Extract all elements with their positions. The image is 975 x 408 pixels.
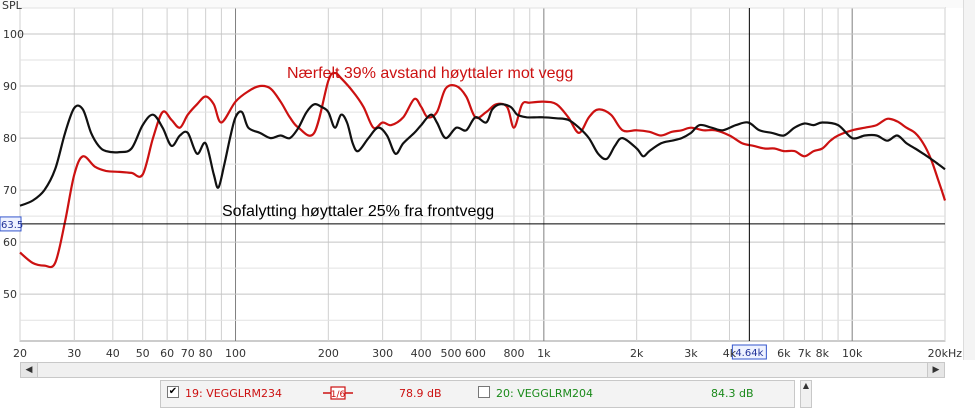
- top-bar: [0, 0, 975, 8]
- y-tick-label: 50: [3, 288, 17, 301]
- y-tick-label: 80: [3, 132, 17, 145]
- x-tick-label: 500: [441, 347, 462, 360]
- cursor-y-readout-box: [0, 216, 22, 232]
- legend-value-19: 78.9 dB: [399, 387, 442, 400]
- x-tick-label: 70: [181, 347, 195, 360]
- legend-label-19: 19: VEGGLRM234: [185, 387, 282, 400]
- y-unit-label: SPL: [2, 0, 23, 12]
- scroll-right-arrow-icon[interactable]: ▶: [927, 363, 944, 377]
- x-tick-label: 4k: [723, 347, 737, 360]
- x-tick-label: 300: [372, 347, 393, 360]
- legend-checkbox-20[interactable]: [478, 386, 490, 398]
- y-tick-label: 70: [3, 184, 17, 197]
- x-tick-label: 10k: [842, 347, 863, 360]
- x-tick-label: 6k: [777, 347, 791, 360]
- cursor-x-readout-box: [731, 344, 767, 360]
- x-tick-label: 40: [106, 347, 120, 360]
- x-tick-label: 200: [318, 347, 339, 360]
- x-tick-label: 3k: [684, 347, 698, 360]
- x-tick-label: 600: [465, 347, 486, 360]
- smoothing-label: 1/6: [331, 390, 346, 400]
- series-line-2: [19, 103, 946, 207]
- cursor-y-readout: 63.5: [1, 220, 23, 231]
- legend-label-20: 20: VEGGLRM204: [496, 387, 593, 400]
- x-tick-label: 100: [225, 347, 246, 360]
- x-tick-label: 30: [67, 347, 81, 360]
- x-tick-label: 400: [411, 347, 432, 360]
- x-tick-label: 1k: [537, 347, 551, 360]
- x-tick-label: 80: [199, 347, 213, 360]
- legend-panel: ✔ 19: VEGGLRM234 1/6 78.9 dB 20: VEGGLRM…: [160, 380, 795, 408]
- y-tick-label: 100: [3, 28, 24, 41]
- x-tick-label: 20: [13, 347, 27, 360]
- frequency-response-chart: 63.5 4.64k 50 60 70 80 90 100 20 30 40 50 60 70 80 100…: [0, 0, 963, 360]
- x-tick-label: 8k: [816, 347, 830, 360]
- horizontal-scrollbar[interactable]: ◀ ▶: [20, 362, 945, 378]
- smoothing-indicator[interactable]: 1/6: [323, 385, 353, 401]
- scroll-left-arrow-icon[interactable]: ◀: [21, 363, 38, 377]
- legend-value-20: 84.3 dB: [711, 387, 754, 400]
- x-tick-label: 50: [136, 347, 150, 360]
- annotation-black: Sofalytting høyttaler 25% fra frontvegg: [222, 203, 494, 220]
- vertical-scroll-up-icon[interactable]: ▲: [800, 380, 812, 408]
- y-tick-label: 90: [3, 80, 17, 93]
- x-tick-label: 2k: [630, 347, 644, 360]
- annotation-red: Nærfelt 39% avstand høyttaler mot vegg: [287, 65, 573, 82]
- x-tick-label: 800: [503, 347, 524, 360]
- x-tick-label: 20kHz: [928, 347, 963, 360]
- legend-checkbox-19[interactable]: ✔: [167, 386, 179, 398]
- cursor-x-readout: 4.64k: [735, 348, 763, 359]
- y-tick-label: 60: [3, 236, 17, 249]
- plot-area: [19, 7, 946, 342]
- x-tick-label: 7k: [798, 347, 812, 360]
- x-tick-label: 60: [160, 347, 174, 360]
- right-panel-edge: [963, 0, 975, 360]
